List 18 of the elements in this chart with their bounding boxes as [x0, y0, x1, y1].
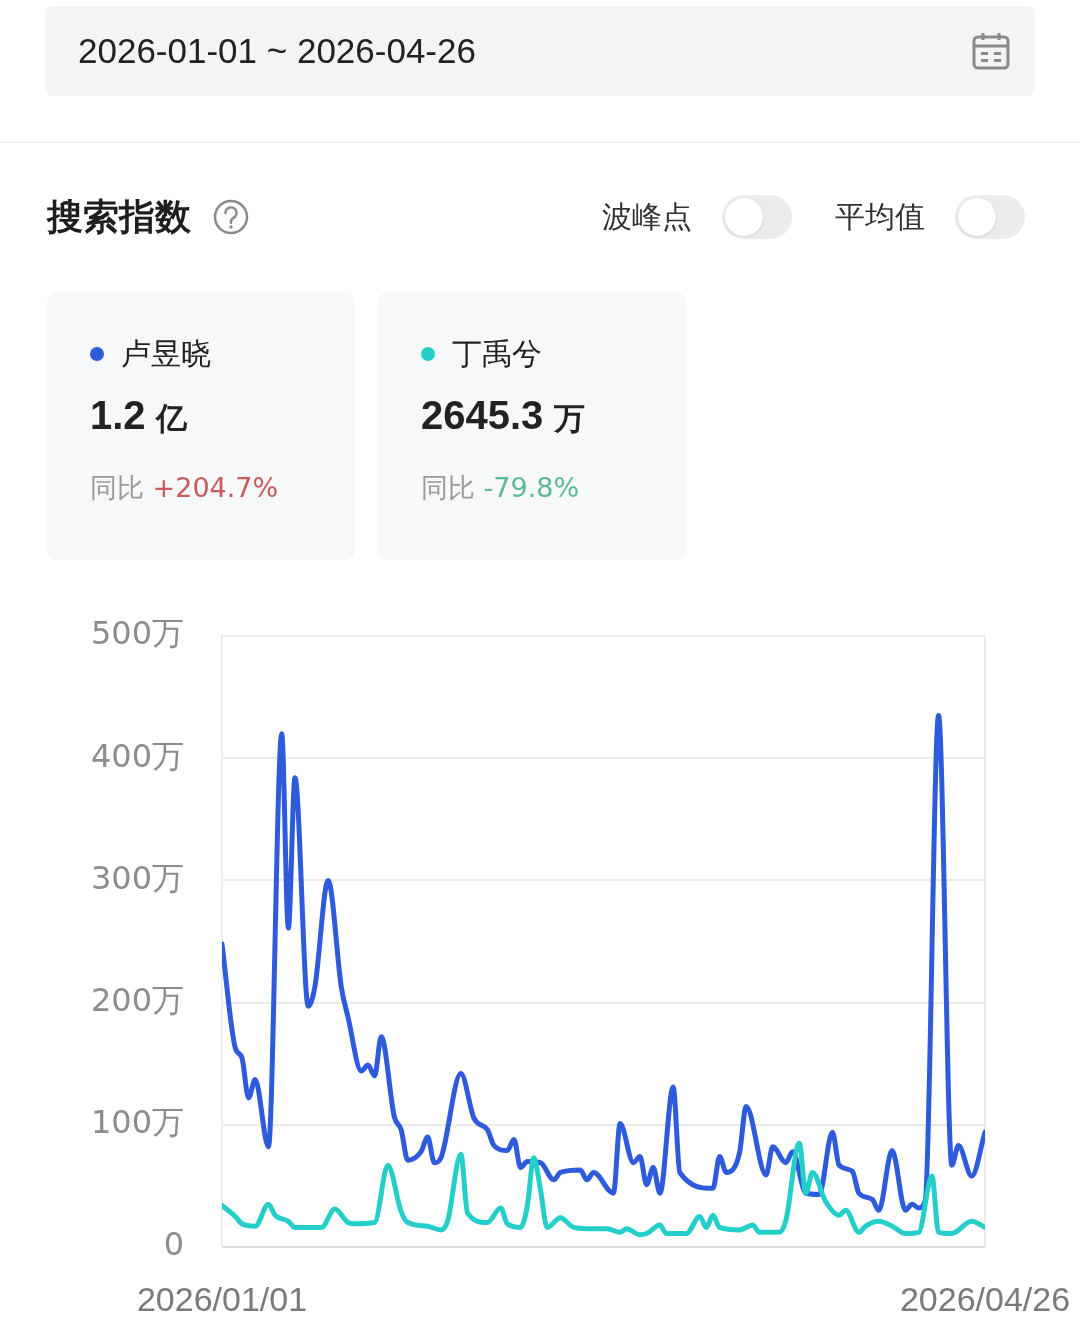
chart-subtitle: 2026-01-01 ~ 2026-04-26	[78, 30, 476, 72]
text: 2645.3 万	[421, 393, 586, 437]
x-tick-label: 2026/01/01	[136, 1279, 308, 1318]
legend-label: 卢昱晓	[121, 335, 211, 373]
legend-label: 丁禹兮	[452, 335, 542, 373]
text: 波峰点	[602, 198, 692, 236]
y-tick-label: 300万	[90, 858, 184, 897]
text: 同比 -79.8%	[421, 472, 580, 503]
text: 平均值	[835, 198, 925, 236]
y-tick-label: 100万	[90, 1103, 184, 1142]
y-tick-label: 0	[163, 1225, 184, 1264]
text: 同比 +204.7%	[90, 472, 279, 503]
y-tick-label: 500万	[90, 614, 184, 653]
x-tick-label: 2026/04/26	[899, 1279, 1071, 1318]
chart-title: 搜索指数	[47, 195, 191, 239]
y-tick-label: 400万	[90, 736, 184, 775]
y-tick-label: 200万	[90, 980, 184, 1019]
text: 1.2 亿	[90, 393, 188, 437]
